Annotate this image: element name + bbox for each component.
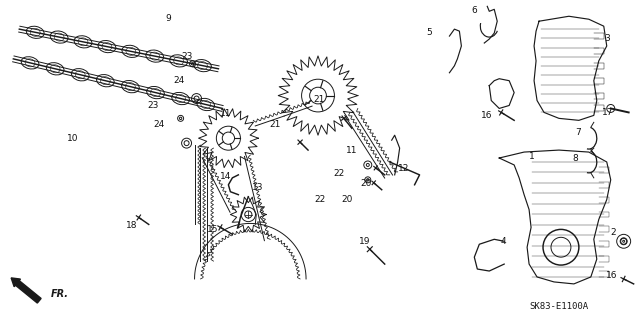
Text: 3: 3 (604, 34, 610, 43)
Text: 19: 19 (359, 237, 371, 246)
Text: 7: 7 (575, 128, 581, 137)
Text: FR.: FR. (51, 289, 69, 299)
Text: 22: 22 (333, 169, 345, 178)
Text: 17: 17 (602, 108, 614, 117)
Text: 24: 24 (173, 76, 184, 85)
Text: 4: 4 (500, 237, 506, 246)
Text: 18: 18 (126, 221, 138, 230)
Text: 10: 10 (67, 134, 79, 144)
Text: 13: 13 (252, 183, 263, 192)
Text: 24: 24 (154, 120, 165, 129)
Text: 1: 1 (529, 152, 534, 161)
Text: 23: 23 (147, 101, 159, 110)
Text: 6: 6 (471, 6, 477, 15)
Text: 2: 2 (611, 228, 616, 237)
Text: 15: 15 (207, 225, 219, 234)
Text: 9: 9 (166, 14, 172, 23)
Text: 16: 16 (606, 271, 618, 280)
Text: SK83-E1100A: SK83-E1100A (529, 302, 588, 311)
Text: 20: 20 (360, 179, 372, 188)
Text: 20: 20 (341, 195, 353, 204)
Text: 14: 14 (220, 172, 232, 182)
Text: 12: 12 (399, 165, 410, 174)
Text: 23: 23 (182, 52, 193, 61)
Text: 11: 11 (220, 109, 232, 118)
Text: 22: 22 (314, 195, 326, 204)
FancyArrow shape (11, 278, 41, 303)
Text: 16: 16 (481, 111, 493, 120)
Text: 5: 5 (427, 28, 433, 37)
Text: 21: 21 (269, 120, 281, 129)
Text: 21: 21 (313, 95, 324, 104)
Text: 8: 8 (572, 154, 578, 163)
Text: 11: 11 (346, 145, 358, 154)
